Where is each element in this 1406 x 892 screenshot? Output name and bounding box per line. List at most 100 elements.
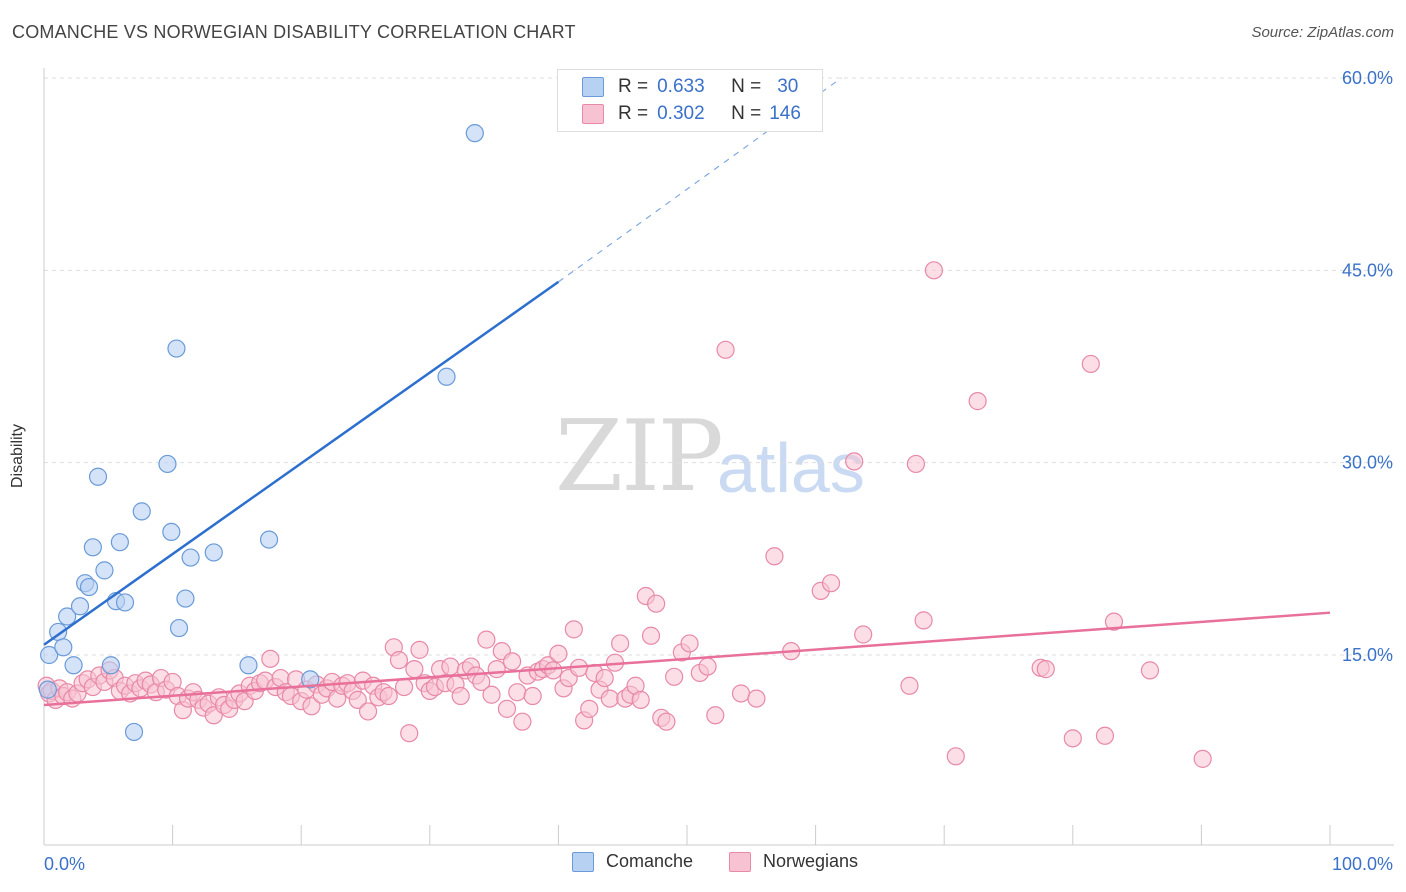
comanche-point xyxy=(83,538,102,557)
norwegian-point xyxy=(946,747,965,766)
comanche-point xyxy=(239,656,258,675)
x-tick-label: 0.0% xyxy=(44,854,85,874)
source-label: Source: ZipAtlas.com xyxy=(1251,24,1394,41)
r-value: 0.633 xyxy=(657,76,705,97)
comanche-point xyxy=(301,670,320,689)
correlation-legend: R = 0.633 N = 30 R = 0.302 N = 146 xyxy=(557,69,823,132)
norwegian-point xyxy=(348,690,367,709)
norwegian-point xyxy=(968,392,987,411)
norwegian-point xyxy=(302,697,321,716)
r-value: 0.302 xyxy=(657,103,705,124)
comanche-swatch xyxy=(582,77,604,97)
comanche-point xyxy=(40,645,59,665)
norwegian-point xyxy=(631,690,650,709)
norwegian-point xyxy=(394,677,414,697)
norwegian-point xyxy=(641,626,661,645)
comanche-point xyxy=(110,533,129,552)
comanche-point xyxy=(115,593,135,612)
y-tick-label: 30.0% xyxy=(1342,453,1393,473)
norwegian-point xyxy=(657,712,676,731)
legend-row-comanche: R = 0.633 N = 30 xyxy=(582,75,798,99)
norwegian-point xyxy=(706,706,725,725)
comanche-point xyxy=(169,618,189,638)
norwegian-point xyxy=(1193,749,1212,768)
norwegian-point xyxy=(747,689,766,708)
norwegian-point xyxy=(1104,612,1124,631)
norwegian-point xyxy=(731,684,751,703)
chart-title: COMANCHE VS NORWEGIAN DISABILITY CORRELA… xyxy=(12,22,576,42)
legend-label-norwegians: Norwegians xyxy=(763,851,859,871)
comanche-point xyxy=(79,577,99,597)
norwegian-point xyxy=(544,661,563,680)
comanche-point xyxy=(176,589,195,608)
comanche-trend-line xyxy=(43,280,560,646)
n-value: 146 xyxy=(769,103,801,124)
series-legend: Comanche Norwegians xyxy=(0,851,1406,877)
comanche-point xyxy=(437,367,456,386)
norwegian-point xyxy=(611,634,630,653)
norwegian-point xyxy=(549,644,568,663)
legend-item-norwegians[interactable]: Norwegians xyxy=(729,851,858,872)
n-label: N = xyxy=(731,76,762,97)
norwegian-point xyxy=(261,649,280,668)
comanche-point xyxy=(38,680,57,699)
x-tick-label: 100.0% xyxy=(1332,854,1393,874)
norwegian-swatch xyxy=(729,851,751,872)
norwegian-point xyxy=(1140,661,1160,680)
comanche-point xyxy=(124,722,144,742)
comanche-point xyxy=(101,656,120,675)
legend-row-norwegians: R = 0.302 N = 146 xyxy=(582,102,801,126)
norwegian-point xyxy=(487,660,506,679)
norwegian-point xyxy=(854,625,873,644)
norwegian-point xyxy=(497,699,517,718)
comanche-swatch xyxy=(572,851,594,872)
norwegian-point xyxy=(451,686,470,706)
norwegian-point xyxy=(564,620,583,639)
norwegian-point xyxy=(906,454,926,474)
n-label: N = xyxy=(731,103,762,124)
norwegian-point xyxy=(765,547,784,566)
norwegian-swatch xyxy=(582,104,604,124)
norwegian-point xyxy=(410,640,429,659)
norwegian-point xyxy=(400,724,419,743)
norwegian-point xyxy=(1063,729,1082,748)
norwegian-point xyxy=(580,699,599,718)
norwegian-point xyxy=(358,702,378,721)
norwegian-point xyxy=(508,683,527,702)
norwegian-point xyxy=(924,261,944,280)
norwegian-point xyxy=(665,667,684,686)
comanche-point xyxy=(132,502,151,521)
norwegian-point xyxy=(595,668,614,688)
norwegian-point xyxy=(1036,660,1055,679)
y-axis-label: Disability xyxy=(9,423,26,489)
norwegian-point xyxy=(523,686,542,706)
norwegian-point xyxy=(647,594,666,613)
n-value: 30 xyxy=(777,76,799,97)
y-tick-label: 15.0% xyxy=(1342,645,1393,665)
comanche-point xyxy=(181,548,200,567)
comanche-point xyxy=(204,543,223,562)
legend-label-comanche: Comanche xyxy=(606,851,694,871)
comanche-point xyxy=(158,454,177,474)
norwegian-point xyxy=(600,689,619,708)
norwegian-point xyxy=(503,652,522,671)
comanche-point xyxy=(64,656,83,675)
norwegian-point xyxy=(900,676,919,695)
norwegian-point xyxy=(698,657,717,676)
legend-item-comanche[interactable]: Comanche xyxy=(572,851,693,872)
norwegian-point xyxy=(477,630,496,649)
norwegian-point xyxy=(680,634,699,653)
r-label: R = xyxy=(618,103,649,124)
comanche-point xyxy=(162,522,181,542)
norwegian-point xyxy=(1081,354,1100,374)
norwegian-trend-line xyxy=(43,611,1331,707)
norwegian-point xyxy=(379,686,398,706)
comanche-point xyxy=(54,638,73,657)
norwegian-point xyxy=(513,712,532,731)
norwegian-point xyxy=(405,660,424,679)
norwegian-point xyxy=(821,574,841,593)
norwegian-point xyxy=(914,611,933,630)
comanche-point xyxy=(70,597,90,616)
norwegian-point xyxy=(482,685,501,704)
r-label: R = xyxy=(618,76,649,97)
